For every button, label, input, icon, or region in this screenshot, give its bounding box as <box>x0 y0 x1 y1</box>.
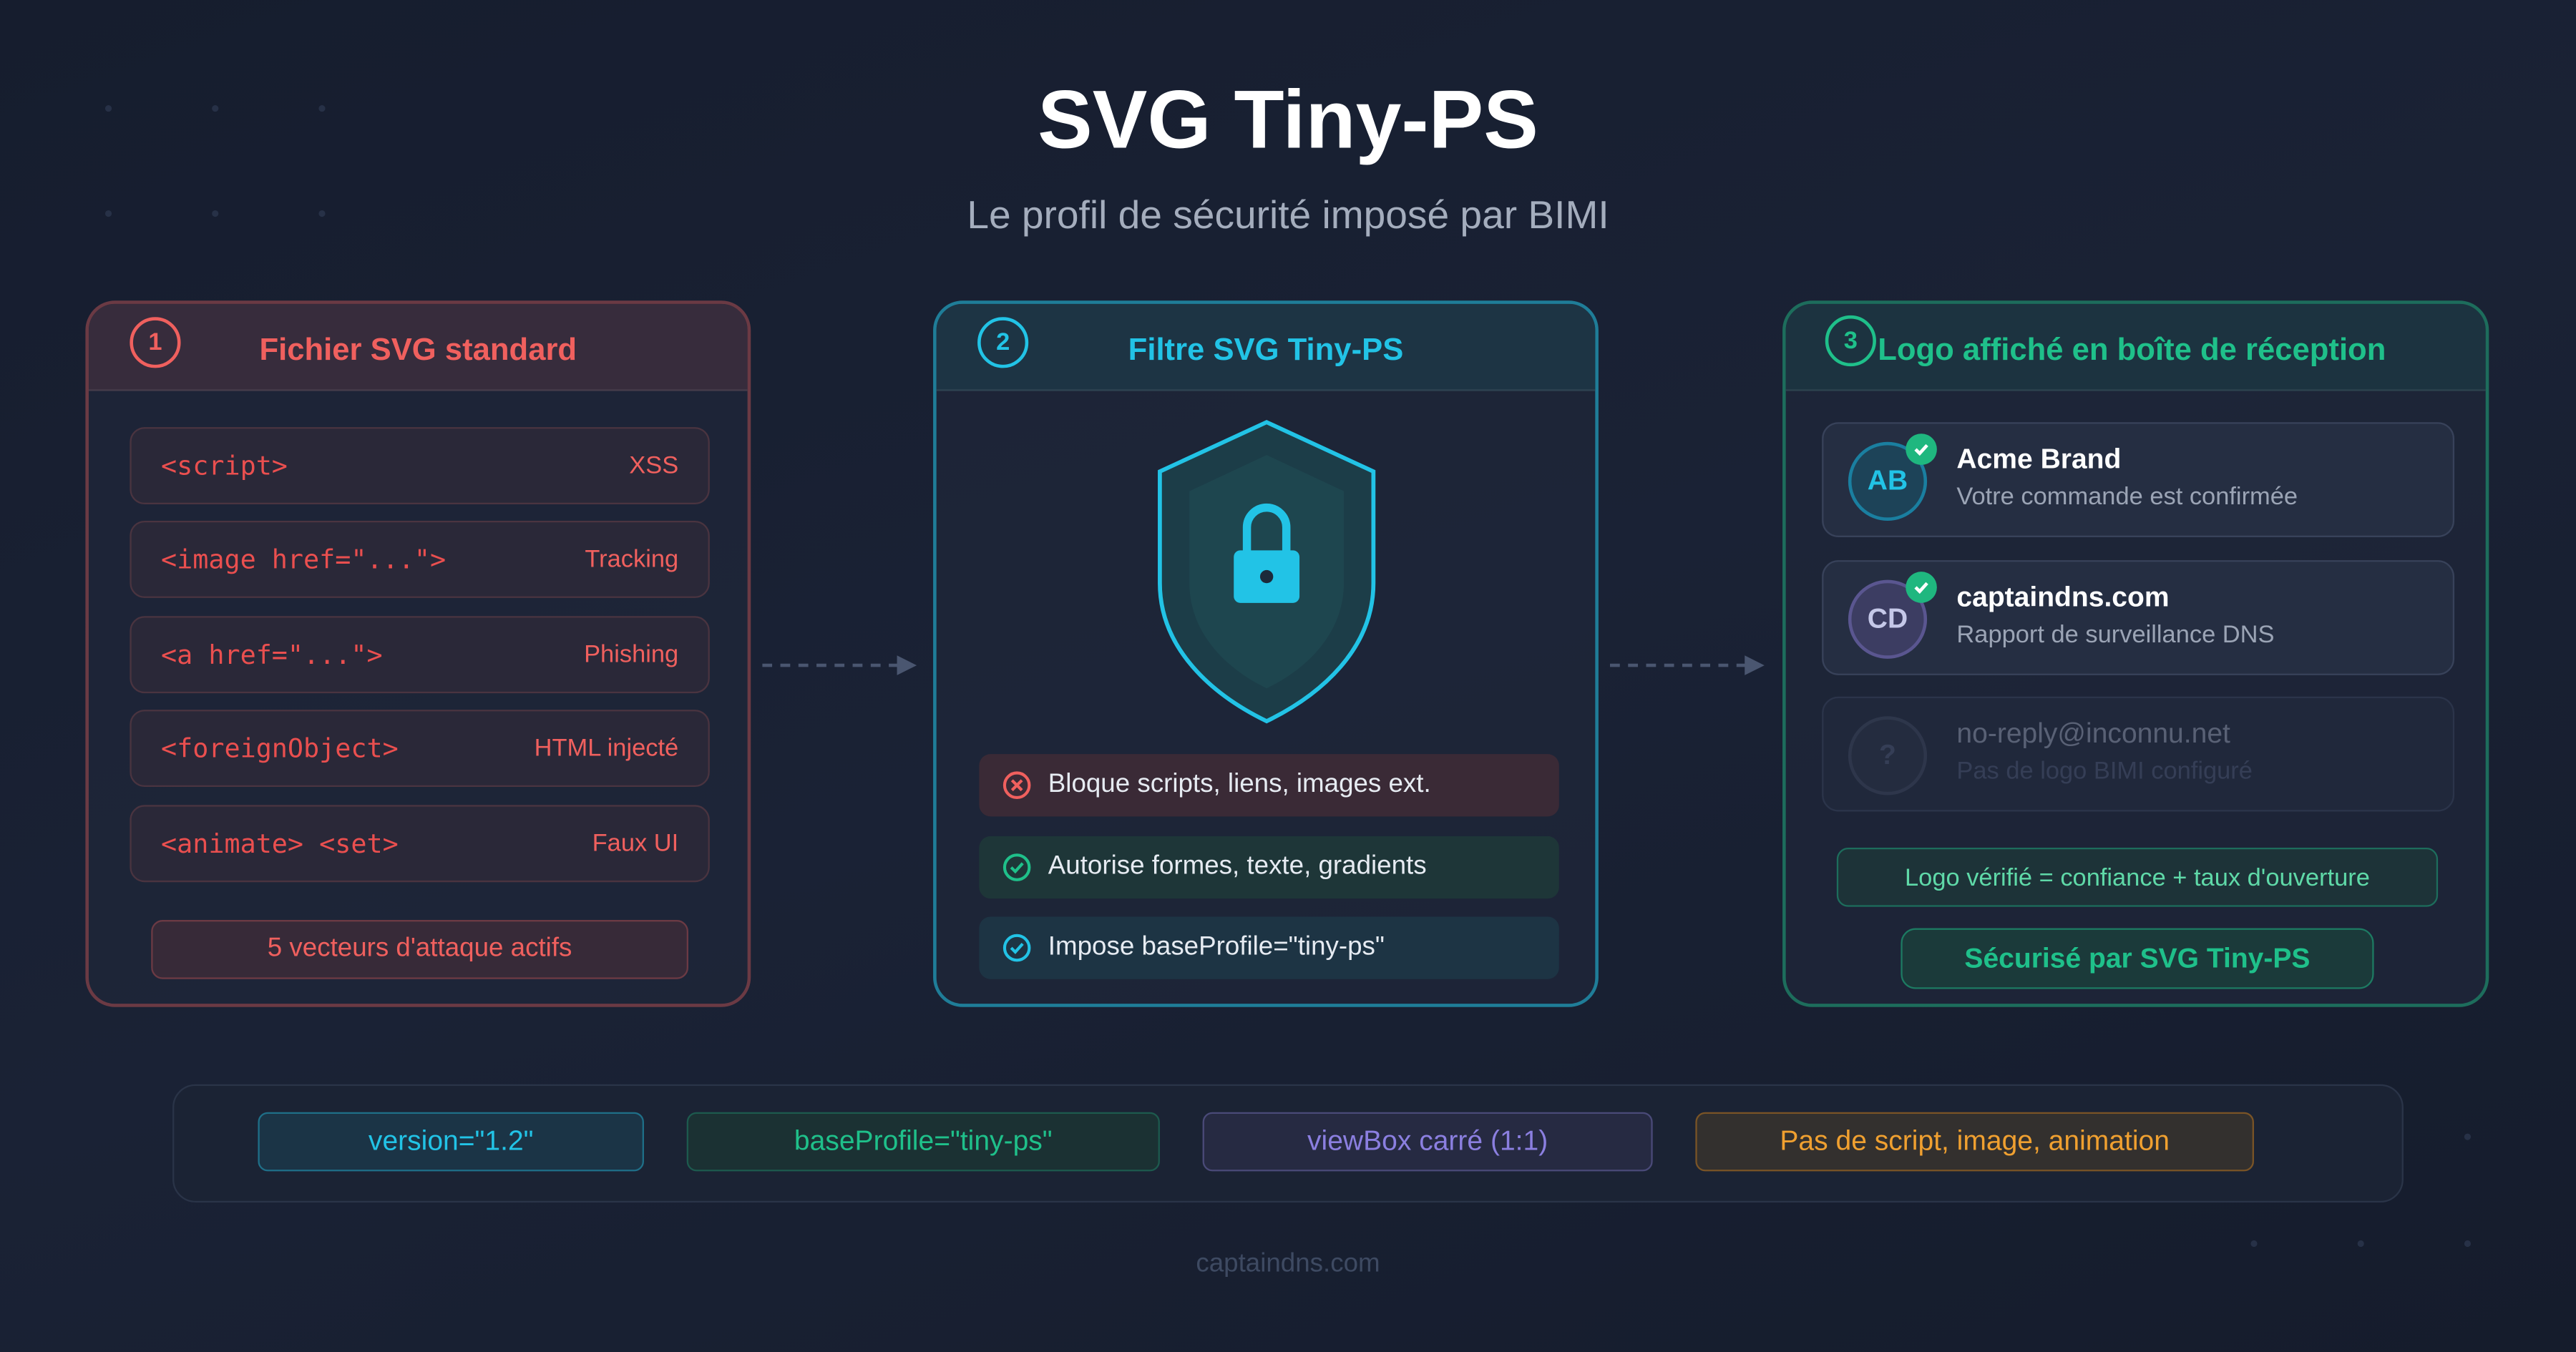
panel-title: Fichier SVG standard <box>259 333 577 368</box>
panel-header: 2 Filtre SVG Tiny-PS <box>936 303 1596 391</box>
arrow-right-icon <box>1609 655 1765 675</box>
requirement-no-script: Pas de script, image, animation <box>1695 1112 2254 1172</box>
check-circle-icon <box>1002 934 1031 962</box>
attack-code: <script> <box>160 450 288 481</box>
email-subject: Votre commande est confirmée <box>1956 483 2298 511</box>
attack-label: Faux UI <box>592 829 679 858</box>
attack-code: <image href="..."> <box>160 544 447 575</box>
panel-header: 3 Logo affiché en boîte de réception <box>1785 303 2486 391</box>
attack-row: <a href="..."> Phishing <box>130 616 710 694</box>
email-sender: captaindns.com <box>1956 581 2170 613</box>
attack-label: HTML injecté <box>534 734 679 763</box>
filter-item-text: Autorise formes, texte, gradients <box>1048 852 1427 881</box>
email-sender: Acme Brand <box>1956 444 2122 475</box>
filter-item-text: Bloque scripts, liens, images ext. <box>1048 770 1431 799</box>
attack-summary-badge: 5 vecteurs d'attaque actifs <box>151 920 688 979</box>
attack-row: <animate> <set> Faux UI <box>130 805 710 883</box>
email-subject: Pas de logo BIMI configuré <box>1956 757 2253 785</box>
step-number: 3 <box>1825 315 1876 367</box>
shield-lock-icon <box>1158 420 1376 724</box>
panel-title: Filtre SVG Tiny-PS <box>1128 333 1404 368</box>
filter-item-block: Bloque scripts, liens, images ext. <box>979 754 1559 817</box>
footer-brand: captaindns.com <box>1196 1250 1380 1278</box>
panel-inbox: 3 Logo affiché en boîte de réception AB … <box>1782 300 2489 1007</box>
trust-note: Logo vérifié = confiance + taux d'ouvert… <box>1836 847 2439 907</box>
verified-check-icon <box>1906 572 1937 603</box>
attack-row: <script> XSS <box>130 427 710 505</box>
email-item[interactable]: ? no-reply@inconnu.net Pas de logo BIMI … <box>1822 696 2455 812</box>
email-sender: no-reply@inconnu.net <box>1956 717 2230 750</box>
check-circle-icon <box>1002 853 1031 881</box>
attack-code: <foreignObject> <box>160 733 399 764</box>
filter-item-impose: Impose baseProfile="tiny-ps" <box>979 916 1559 979</box>
attack-code: <animate> <set> <box>160 828 399 860</box>
page-subtitle: Le profil de sécurité imposé par BIMI <box>967 193 1609 238</box>
panel-header: 1 Fichier SVG standard <box>88 303 748 391</box>
attack-row: <image href="..."> Tracking <box>130 520 710 598</box>
attack-label: XSS <box>629 451 679 480</box>
arrow-right-icon <box>762 655 917 675</box>
panel-title: Logo affiché en boîte de réception <box>1878 333 2386 368</box>
requirement-viewbox: viewBox carré (1:1) <box>1202 1112 1653 1172</box>
attack-code: <a href="..."> <box>160 639 383 670</box>
step-number: 1 <box>130 317 181 368</box>
x-circle-icon <box>1002 771 1031 800</box>
verified-check-icon <box>1906 433 1937 465</box>
secured-badge: Sécurisé par SVG Tiny-PS <box>1901 928 2374 989</box>
avatar: CD <box>1848 579 1928 659</box>
email-item[interactable]: CD captaindns.com Rapport de surveillanc… <box>1822 560 2455 675</box>
attack-label: Tracking <box>585 545 679 574</box>
step-number: 2 <box>977 317 1029 368</box>
email-item[interactable]: AB Acme Brand Votre commande est confirm… <box>1822 422 2455 537</box>
filter-item-allow: Autorise formes, texte, gradients <box>979 836 1559 899</box>
attack-label: Phishing <box>584 640 679 669</box>
page-title: SVG Tiny-PS <box>1038 74 1538 166</box>
email-subject: Rapport de surveillance DNS <box>1956 621 2275 650</box>
panel-tiny-ps-filter: 2 Filtre SVG Tiny-PS Bloque scripts, lie… <box>933 300 1599 1007</box>
attack-row: <foreignObject> HTML injecté <box>130 710 710 788</box>
requirement-version: version="1.2" <box>258 1112 644 1172</box>
requirement-baseprofile: baseProfile="tiny-ps" <box>686 1112 1160 1172</box>
filter-item-text: Impose baseProfile="tiny-ps" <box>1048 933 1385 961</box>
avatar: ? <box>1848 716 1928 795</box>
panel-standard-svg: 1 Fichier SVG standard <script> XSS <imag… <box>85 300 751 1007</box>
